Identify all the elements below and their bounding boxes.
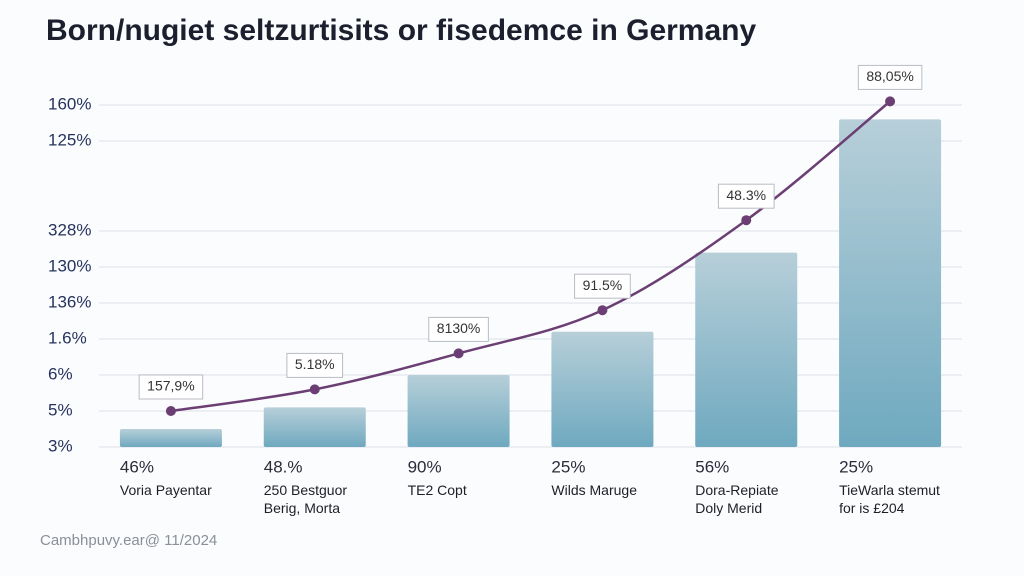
- annotation-box: [286, 352, 344, 378]
- x-tick-label: Dora-Repiate Doly Merid: [695, 482, 778, 516]
- x-tick-label-line: for is £204: [839, 500, 905, 516]
- bar: [839, 119, 942, 448]
- x-tick-label-line: 250 Bestguor: [264, 482, 348, 498]
- category-percent: 25%: [839, 457, 873, 476]
- annotation-text: 5.18%: [295, 356, 335, 372]
- annotation: 5.18%: [286, 352, 344, 378]
- annotation: 88,05%: [857, 64, 923, 90]
- category-percent: 56%: [695, 457, 729, 476]
- y-tick-label: 125%: [48, 130, 91, 149]
- trend-point: [597, 305, 608, 316]
- trend-point: [741, 215, 752, 226]
- y-tick-label: 328%: [48, 220, 91, 239]
- annotation-box: [717, 183, 775, 209]
- x-tick-label-line: Berig, Morta: [264, 500, 340, 516]
- x-tick-label: TE2 Copt: [408, 482, 467, 498]
- annotation-box: [857, 64, 923, 90]
- x-tick-label: Voria Payentar: [120, 482, 212, 498]
- x-tick-label-line: Dora-Repiate: [695, 482, 778, 498]
- chart-title: Born/nugiet seltzurtisits or fisedemce i…: [46, 14, 756, 47]
- trend-point: [309, 384, 320, 395]
- bar: [695, 252, 798, 447]
- x-tick-label: Wilds Maruge: [551, 482, 637, 498]
- x-tick-label: TieWarla stemut for is £204: [839, 482, 940, 516]
- x-tick-label-line: Wilds Maruge: [551, 482, 637, 498]
- y-tick-label: 6%: [48, 364, 73, 383]
- trend-point: [453, 348, 464, 359]
- y-tick-label: 130%: [48, 256, 91, 275]
- bar: [263, 407, 366, 447]
- annotation-text: 157,9%: [147, 378, 194, 394]
- y-tick-label: 3%: [48, 436, 73, 455]
- x-tick-label-line: TieWarla stemut: [839, 482, 940, 498]
- annotation-box: [428, 316, 489, 342]
- annotation: 91.5%: [574, 273, 631, 299]
- bar: [407, 375, 510, 447]
- x-tick-label: 250 Bestguor Berig, Morta: [264, 482, 348, 516]
- annotation-box: [138, 374, 204, 400]
- y-tick-label: 5%: [48, 400, 73, 419]
- x-tick-label-line: Doly Merid: [695, 500, 762, 516]
- y-tick-label: 1.6%: [48, 328, 87, 347]
- annotation: 48.3%: [717, 183, 775, 209]
- category-percent: 46%: [120, 457, 154, 476]
- x-tick-label-line: TE2 Copt: [408, 482, 467, 498]
- bar: [551, 331, 654, 447]
- trend-point: [165, 406, 176, 416]
- annotation: 157,9%: [138, 374, 204, 400]
- y-tick-label: 160%: [48, 94, 91, 113]
- annotation-text: 8130%: [437, 320, 481, 336]
- bar: [119, 429, 222, 447]
- category-percent: 25%: [551, 457, 585, 476]
- trend-point: [885, 96, 896, 107]
- annotation-text: 91.5%: [583, 277, 623, 293]
- annotation-text: 88,05%: [866, 68, 913, 84]
- y-tick-label: 136%: [48, 292, 91, 311]
- annotation: 8130%: [428, 316, 489, 342]
- annotation-text: 48.3%: [726, 187, 766, 203]
- footer-note: Cambhpuvy.ear@ 11/2024: [40, 532, 217, 549]
- category-percent: 48.%: [264, 457, 303, 476]
- x-tick-label-line: Voria Payentar: [120, 482, 212, 498]
- category-percent: 90%: [408, 457, 442, 476]
- annotation-box: [574, 273, 631, 299]
